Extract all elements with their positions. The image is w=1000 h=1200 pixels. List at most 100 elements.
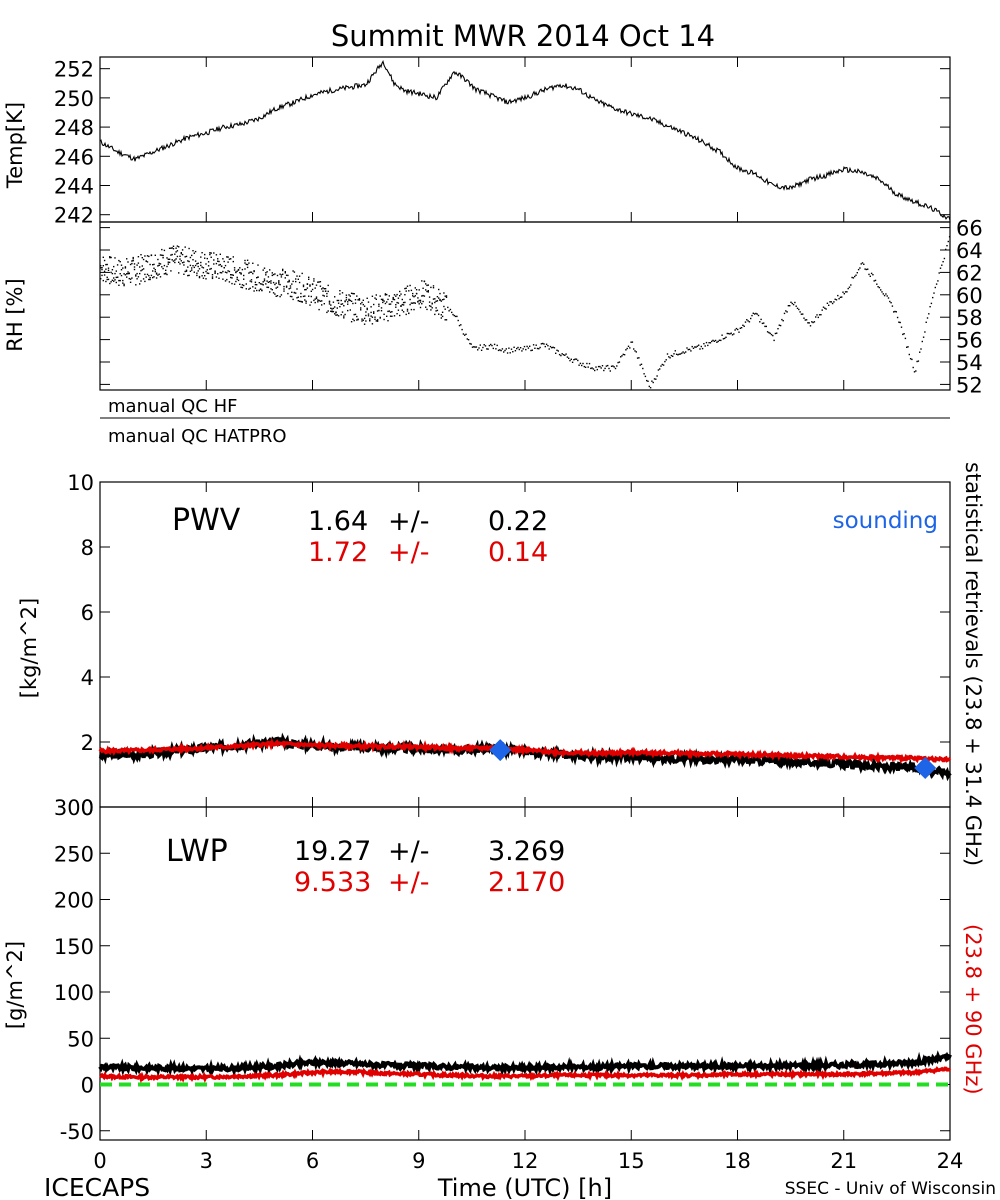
pwv-label: PWV: [172, 503, 241, 538]
rh-point: [443, 292, 445, 294]
rh-point: [291, 295, 293, 298]
rh-point: [184, 246, 186, 248]
rh-point: [501, 348, 504, 350]
y-tick-label: 4: [81, 666, 94, 690]
rh-point: [224, 271, 227, 273]
rh-point: [293, 292, 296, 294]
rh-point: [146, 261, 149, 263]
x-tick-label: 0: [93, 1149, 106, 1173]
rh-point: [123, 283, 125, 285]
side-label-black: statistical retrievals (23.8 + 31.4 GHz): [961, 462, 985, 866]
rh-point: [725, 336, 727, 338]
rh-point: [127, 273, 129, 275]
rh-point: [820, 314, 822, 316]
rh-point: [141, 265, 143, 267]
rh-point: [426, 284, 428, 287]
rh-point: [639, 364, 641, 366]
rh-point: [857, 268, 860, 271]
rh-point: [373, 311, 375, 313]
rh-point: [380, 310, 383, 312]
rh-point: [204, 253, 206, 256]
rh-point: [894, 310, 896, 313]
rh-point: [675, 353, 678, 355]
rh-point: [207, 261, 210, 263]
rh-point: [262, 284, 264, 286]
rh-point: [356, 315, 358, 318]
rh-point: [839, 296, 842, 298]
rh-point: [543, 343, 545, 345]
rh-point: [214, 270, 216, 272]
rh-point: [439, 299, 441, 301]
rh-point: [436, 309, 439, 312]
rh-point: [298, 300, 301, 302]
rh-point: [145, 276, 147, 278]
rh-point: [315, 284, 318, 286]
rh-point: [322, 290, 324, 292]
rh-point: [102, 265, 104, 267]
rh-point: [181, 253, 184, 256]
rh-point: [259, 283, 262, 285]
rh-point: [578, 364, 580, 366]
rh-point: [226, 272, 228, 274]
rh-point: [309, 304, 311, 306]
rh-point: [280, 294, 283, 296]
rh-point: [482, 346, 484, 349]
rh-point: [718, 339, 721, 341]
figure-title: Summit MWR 2014 Oct 14: [331, 19, 715, 53]
rh-point: [227, 256, 229, 258]
rh-point: [296, 297, 298, 299]
rh-point: [327, 290, 329, 293]
rh-point: [833, 301, 835, 303]
rh-point: [257, 276, 259, 278]
rh-point: [184, 256, 186, 258]
qc-hf-label: manual QC HF: [108, 396, 237, 417]
rh-point: [560, 354, 562, 357]
rh-point: [135, 284, 137, 286]
rh-point: [404, 301, 406, 304]
rh-point: [336, 307, 338, 309]
rh-point: [941, 264, 943, 266]
rh-point: [101, 274, 103, 277]
rh-point: [185, 255, 188, 258]
rh-point: [438, 288, 440, 291]
rh-point: [285, 274, 288, 276]
rh-point: [133, 268, 136, 271]
rh-point: [341, 292, 344, 294]
rh-point: [427, 290, 429, 292]
rh-point: [118, 279, 120, 282]
rh-point: [241, 268, 244, 271]
rh-point: [418, 303, 420, 305]
rh-point: [584, 366, 587, 368]
rh-point: [140, 270, 142, 272]
rh-point: [738, 331, 740, 333]
rh-point: [322, 294, 324, 297]
rh-point: [432, 298, 435, 300]
rh-point: [404, 287, 406, 290]
y-tick-label: 64: [956, 239, 983, 263]
rh-point: [269, 269, 271, 271]
rh-point: [770, 333, 773, 336]
rh-point: [422, 287, 424, 289]
rh-point: [263, 280, 266, 282]
rh-point: [843, 293, 845, 295]
rh-point: [289, 295, 292, 298]
rh-point: [698, 344, 700, 346]
rh-point: [357, 299, 359, 301]
rh-point: [243, 274, 245, 277]
rh-point: [218, 277, 220, 279]
y-tick-label: 6: [81, 601, 94, 625]
lwp-mean-black: 19.27: [294, 836, 371, 867]
rh-point: [192, 265, 194, 267]
rh-point: [111, 279, 114, 281]
rh-point: [685, 351, 687, 353]
rh-point: [378, 309, 380, 312]
rh-point: [102, 256, 104, 258]
rh-point: [552, 346, 554, 348]
rh-point: [100, 278, 102, 280]
rh-point: [334, 313, 336, 315]
rh-point: [115, 270, 117, 272]
rh-point: [525, 348, 527, 351]
rh-point: [328, 303, 331, 305]
rh-point: [319, 300, 322, 302]
